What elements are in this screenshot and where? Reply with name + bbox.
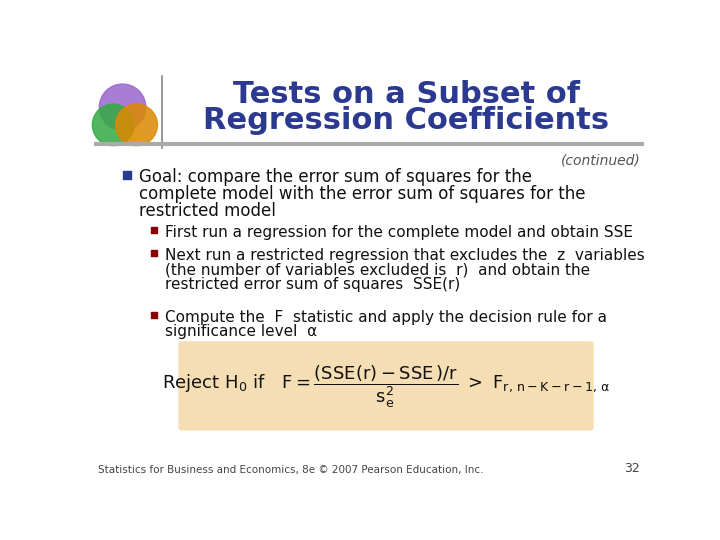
Text: Next run a restricted regression that excludes the  z  variables: Next run a restricted regression that ex… xyxy=(165,248,645,263)
Point xyxy=(148,226,159,235)
Circle shape xyxy=(116,104,158,146)
FancyBboxPatch shape xyxy=(179,341,594,430)
Circle shape xyxy=(92,104,134,146)
Point xyxy=(148,249,159,258)
Text: Statistics for Business and Economics, 8e © 2007 Pearson Education, Inc.: Statistics for Business and Economics, 8… xyxy=(98,465,483,475)
Point xyxy=(148,310,159,319)
Text: First run a regression for the complete model and obtain SSE: First run a regression for the complete … xyxy=(165,225,633,240)
Text: Tests on a Subset of: Tests on a Subset of xyxy=(233,79,580,109)
Text: (the number of variables excluded is  r)  and obtain the: (the number of variables excluded is r) … xyxy=(165,262,590,278)
Point xyxy=(122,171,133,179)
Text: $\mathrm{Reject\ H_0\ if\quad F = \dfrac{(\mathrm{SSE(r)} - \mathrm{SSE}\,)/r}{s: $\mathrm{Reject\ H_0\ if\quad F = \dfrac… xyxy=(162,363,611,410)
Text: Compute the  F  statistic and apply the decision rule for a: Compute the F statistic and apply the de… xyxy=(165,309,607,325)
Text: restricted model: restricted model xyxy=(139,202,276,220)
Text: Goal: compare the error sum of squares for the: Goal: compare the error sum of squares f… xyxy=(139,168,532,186)
Text: 32: 32 xyxy=(624,462,640,475)
Text: complete model with the error sum of squares for the: complete model with the error sum of squ… xyxy=(139,185,585,203)
Text: significance level  α: significance level α xyxy=(165,325,318,339)
Circle shape xyxy=(99,84,145,130)
Text: Regression Coefficients: Regression Coefficients xyxy=(203,106,609,135)
Text: (continued): (continued) xyxy=(560,153,640,167)
Text: restricted error sum of squares  SSE(r): restricted error sum of squares SSE(r) xyxy=(165,278,460,292)
